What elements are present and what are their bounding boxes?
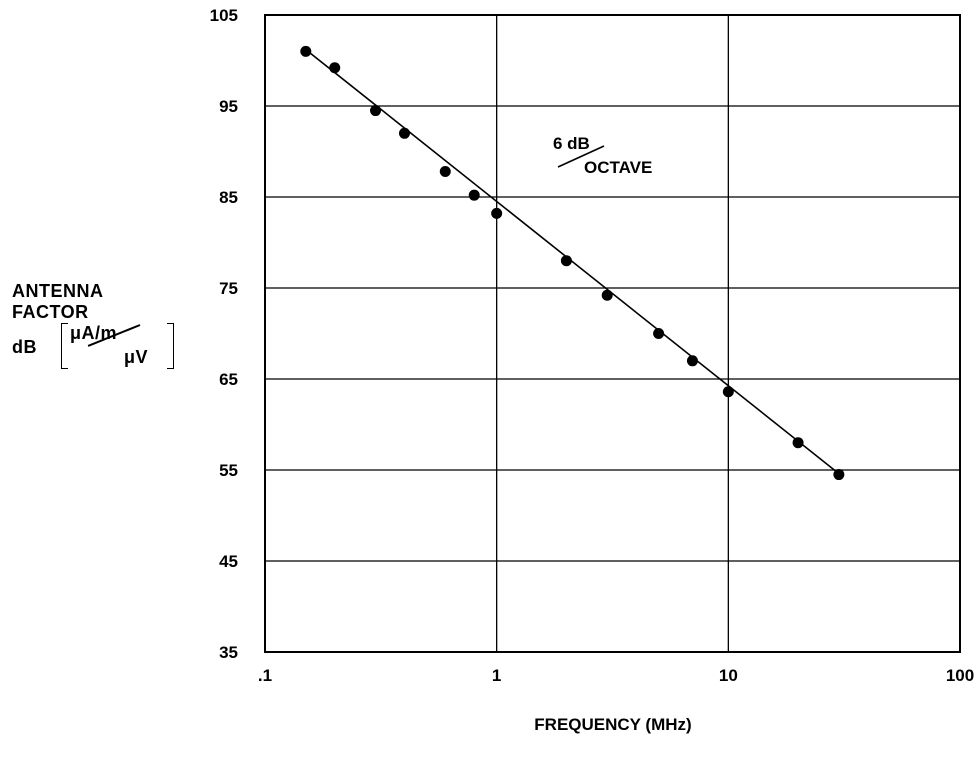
x-tick-label: .1 <box>258 666 272 685</box>
x-axis-label: FREQUENCY (MHz) <box>534 715 691 734</box>
y-axis-unit: dB μA/m μV <box>12 323 182 371</box>
y-tick-label: 35 <box>219 643 238 662</box>
y-axis-unit-numerator: μA/m <box>70 323 117 344</box>
y-axis-label: ANTENNA FACTOR dB μA/m μV <box>12 281 182 371</box>
fit-line <box>306 50 839 474</box>
x-tick-label: 10 <box>719 666 738 685</box>
y-tick-label: 75 <box>219 279 238 298</box>
data-point <box>491 208 502 219</box>
y-tick-label: 105 <box>210 6 238 25</box>
data-point <box>793 437 804 448</box>
annotation-denominator: OCTAVE <box>584 158 652 177</box>
plot-frame <box>265 15 960 652</box>
unit-right-bracket <box>167 323 174 369</box>
data-point <box>653 328 664 339</box>
data-point <box>370 105 381 116</box>
annotation-numerator: 6 dB <box>553 134 590 153</box>
y-axis-ticks: 35 45 55 65 75 85 95 105 <box>210 6 238 662</box>
x-tick-label: 1 <box>492 666 501 685</box>
data-point <box>440 166 451 177</box>
data-point <box>300 46 311 57</box>
x-axis-ticks: .1 1 10 100 <box>258 666 974 685</box>
y-axis-unit-denominator: μV <box>124 347 148 368</box>
y-axis-label-line-1: ANTENNA <box>12 281 182 302</box>
y-axis-unit-prefix: dB <box>12 337 37 358</box>
data-point <box>833 469 844 480</box>
y-tick-label: 45 <box>219 552 238 571</box>
data-point <box>469 190 480 201</box>
y-tick-label: 85 <box>219 188 238 207</box>
y-tick-label: 65 <box>219 370 238 389</box>
data-point <box>723 386 734 397</box>
data-point <box>399 128 410 139</box>
data-point <box>602 290 613 301</box>
x-tick-label: 100 <box>946 666 974 685</box>
data-point <box>329 62 340 73</box>
grid <box>265 15 960 652</box>
slope-annotation: 6 dB OCTAVE <box>553 134 652 177</box>
y-tick-label: 95 <box>219 97 238 116</box>
y-tick-label: 55 <box>219 461 238 480</box>
data-point <box>561 255 572 266</box>
unit-left-bracket <box>61 323 68 369</box>
data-point <box>687 355 698 366</box>
y-axis-label-line-2: FACTOR <box>12 302 182 323</box>
